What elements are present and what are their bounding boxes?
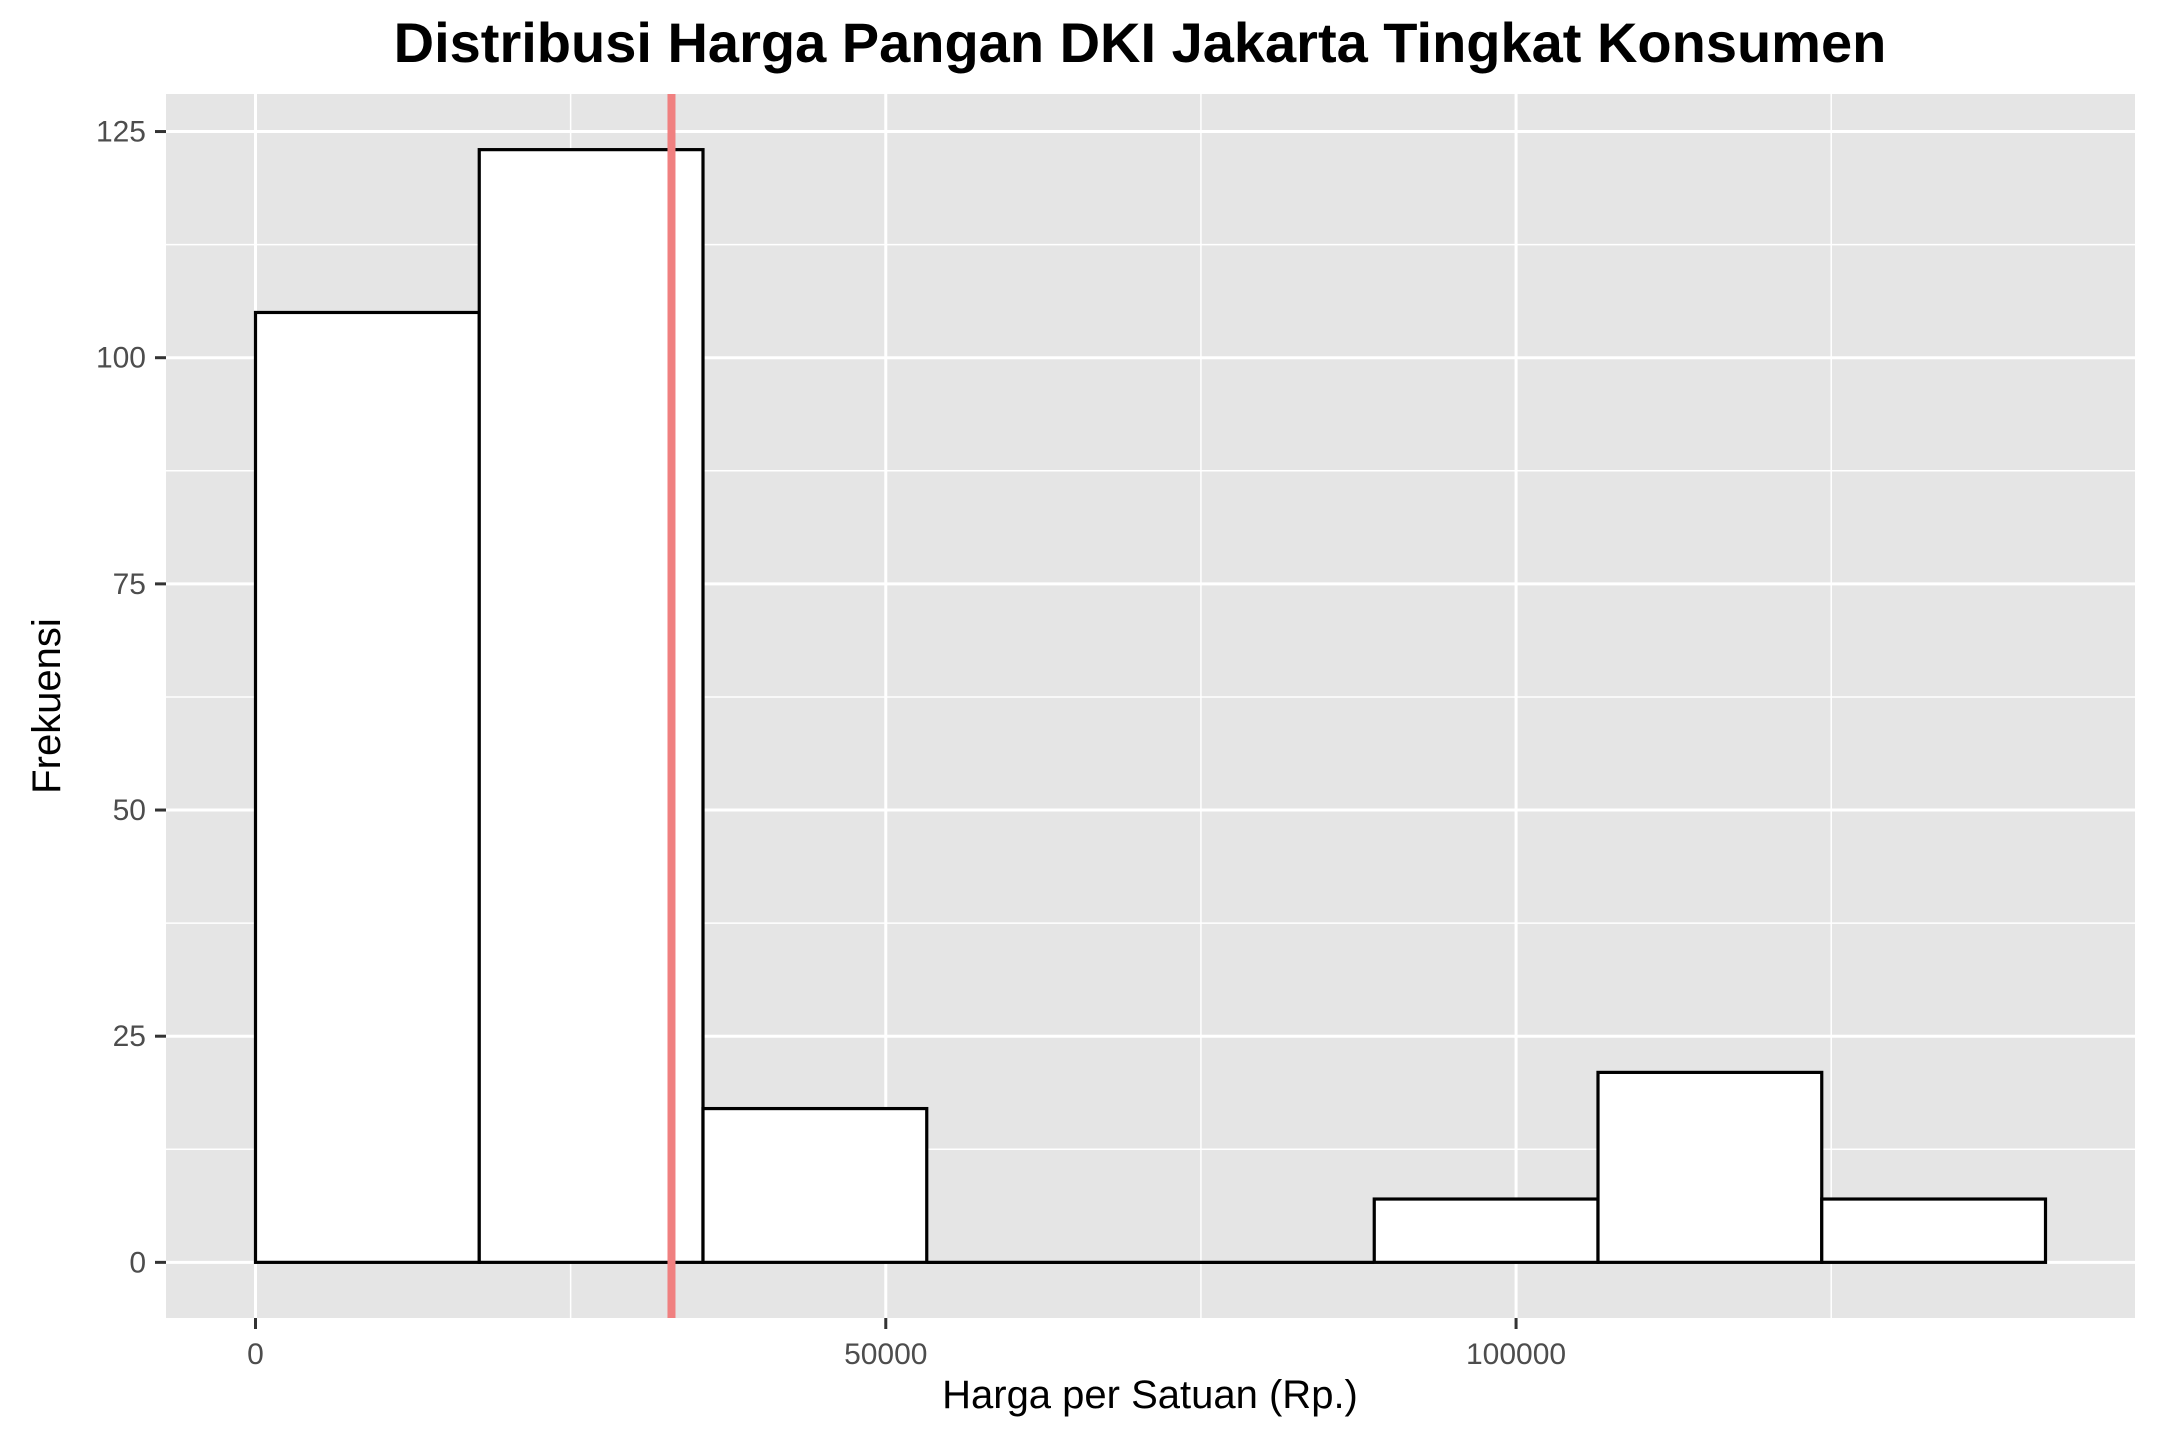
histogram-bars bbox=[253, 148, 2048, 1264]
y-axis-title: Frekuensi bbox=[25, 618, 69, 794]
histogram-bar bbox=[701, 1106, 929, 1264]
y-tick-label: 0 bbox=[129, 1246, 146, 1279]
x-tick-label: 0 bbox=[247, 1338, 264, 1371]
axes: 0 25 50 75 100 125 0 50000 100000 bbox=[96, 116, 1566, 1371]
y-tick-label: 25 bbox=[113, 1020, 146, 1053]
histogram-bar bbox=[477, 148, 705, 1264]
y-tick-label: 125 bbox=[96, 116, 146, 149]
x-tick-label: 100000 bbox=[1466, 1338, 1566, 1371]
y-tick-label: 75 bbox=[113, 568, 146, 601]
histogram-bar bbox=[1596, 1070, 1824, 1264]
y-tick-label: 100 bbox=[96, 342, 146, 375]
histogram-bar bbox=[1372, 1197, 1600, 1264]
y-tick-label: 50 bbox=[113, 794, 146, 827]
x-tick-label: 50000 bbox=[844, 1338, 927, 1371]
histogram-bar bbox=[1820, 1197, 2048, 1264]
x-axis-title: Harga per Satuan (Rp.) bbox=[942, 1373, 1358, 1417]
histogram-bar bbox=[253, 310, 481, 1264]
chart-title: Distribusi Harga Pangan DKI Jakarta Ting… bbox=[394, 11, 1887, 74]
